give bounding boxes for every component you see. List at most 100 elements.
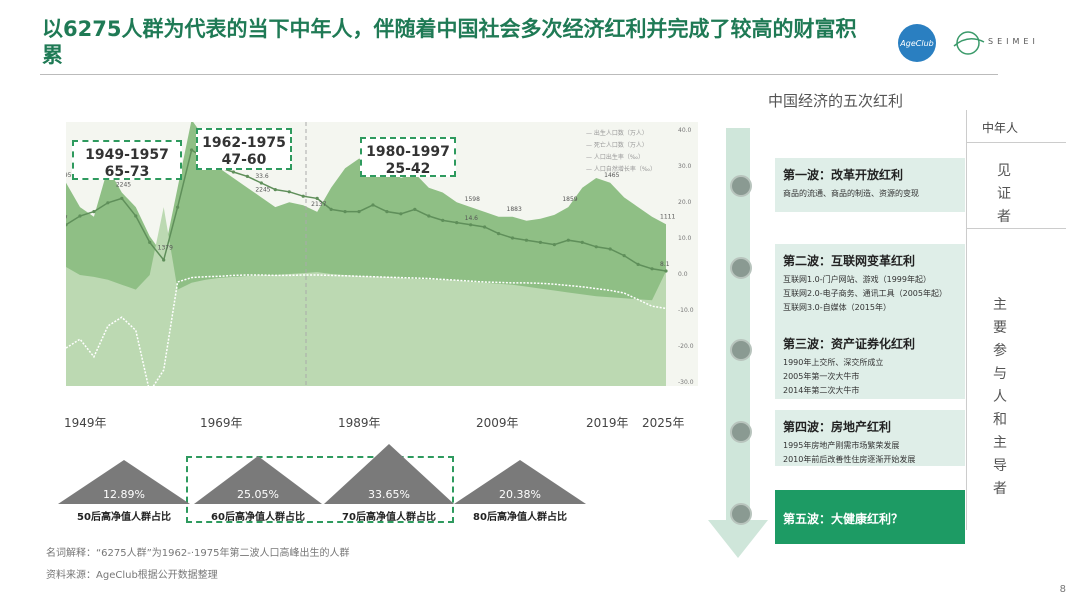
- birth-rate-point: [329, 207, 333, 211]
- era-box: 1980-1997 25-42: [360, 137, 456, 177]
- right-axis-tick: 0.0: [678, 271, 688, 278]
- birth-rate-point: [650, 267, 654, 271]
- era-box: 1949-1957 65-73: [72, 140, 182, 180]
- birth-data-label: 1598: [465, 196, 480, 203]
- header-divider: [40, 74, 998, 75]
- pyramid-icon: [58, 460, 190, 504]
- birth-rate-point: [162, 258, 166, 262]
- timeline-dot: [730, 257, 752, 279]
- birth-rate-point: [664, 269, 668, 273]
- era-range: 1949-1957: [85, 147, 169, 163]
- dividend-title: 第四波：房地产红利: [783, 420, 892, 434]
- birth-data-label: 2137: [311, 201, 326, 208]
- seimei-text: SEIMEI: [988, 37, 1039, 46]
- x-axis-tick: 1969年: [200, 416, 243, 430]
- era-box: 1962-1975 47-60: [196, 128, 292, 170]
- birth-rate-point: [231, 170, 236, 174]
- timeline-dot: [730, 339, 752, 361]
- rate-data-label: 37: [66, 215, 68, 222]
- rate-data-label: 8.1: [660, 261, 670, 268]
- birth-rate-point: [78, 214, 82, 218]
- wealth-share-label: 50后高净值人群占比: [77, 512, 171, 523]
- dividend-card: 第一波：改革开放红利商品的流通、商品的制造、资源的变现: [775, 158, 965, 212]
- dividend-detail: 2005年第一次大牛市: [783, 372, 860, 381]
- birth-rate-point: [134, 214, 138, 218]
- dividend-title: 第一波：改革开放红利: [783, 168, 904, 182]
- birth-rate-point: [566, 238, 570, 242]
- dividend-detail: 1990年上交所、深交所成立: [783, 358, 884, 367]
- wealth-share-item: 33.65% 70后高净值人群占比: [324, 444, 454, 524]
- pyramid-icon: [324, 444, 454, 504]
- birth-data-label: 1950: [66, 172, 75, 179]
- wealth-share-item: 12.89% 50后高净值人群占比: [58, 460, 190, 524]
- birth-rate-point: [483, 225, 487, 229]
- dividend-detail: 商品的流通、商品的制造、资源的变现: [783, 189, 919, 198]
- birth-rate-point: [245, 174, 249, 178]
- rate-data-label: 14.6: [465, 215, 479, 222]
- x-axis-tick: 1989年: [338, 416, 381, 430]
- birth-rate-point: [441, 218, 445, 222]
- dividend-detail: 2014年第二次大牛市: [783, 386, 860, 395]
- dividend-card: 第三波：资产证券化红利 1990年上交所、深交所成立 2005年第一次大牛市 2014…: [775, 327, 965, 399]
- dividend-title: 第五波：大健康红利？: [783, 512, 904, 526]
- wealth-share-label: 60后高净值人群占比: [211, 512, 305, 523]
- birth-data-label: 2245: [255, 186, 270, 193]
- header-row-line: [966, 142, 1066, 143]
- birth-rate-point: [469, 223, 473, 227]
- birth-rate-point: [92, 210, 96, 214]
- x-axis-tick: 1949年: [64, 416, 107, 430]
- dividend-card: 第四波：房地产红利 1995年房地产刚需市场繁荣发展 2010年前后改善性住房逐渐开…: [775, 410, 965, 466]
- birth-rate-point: [148, 240, 152, 244]
- wealth-share-pct: 33.65%: [368, 488, 410, 501]
- dividend-detail: 互联网2.0-电子商务、通讯工具（2005年起）: [783, 289, 947, 298]
- birth-rate-point: [413, 207, 417, 211]
- x-axis-tick: 2009年: [476, 416, 519, 430]
- birth-data-label: 1379: [158, 245, 173, 252]
- page-title: 以6275人群为代表的当下中年人，伴随着中国社会多次经济红利并完成了较高的财富积…: [42, 17, 857, 67]
- middle-aged-header: 中年人: [982, 121, 1019, 135]
- dividend-detail: 互联网1.0-门户网站、游戏（1999年起）: [783, 275, 931, 284]
- birth-rate-point: [524, 238, 529, 242]
- birth-rate-point: [120, 196, 124, 200]
- participant-label: 主要参与人和主导者: [993, 297, 1007, 497]
- birth-rate-point: [385, 210, 389, 214]
- wealth-share-item: 25.05% 60后高净值人群占比: [194, 456, 322, 524]
- birth-data-label: 1111: [660, 213, 675, 220]
- legend-entry: — 人口自然增长率（‰）: [586, 166, 656, 173]
- birth-rate-point: [608, 247, 612, 251]
- birth-rate-point: [552, 243, 556, 247]
- timeline-dot: [730, 175, 752, 197]
- x-axis-tick: 2025年: [642, 416, 685, 430]
- legend-entry: — 出生人口数（万人）: [586, 130, 648, 137]
- right-axis-tick: 30.0: [678, 163, 692, 170]
- dividend-detail: 互联网3.0-自媒体（2015年）: [783, 303, 891, 312]
- right-axis-tick: 10.0: [678, 235, 692, 242]
- era-range: 1962-1975: [202, 135, 286, 151]
- pyramid-icon: [194, 456, 322, 504]
- birth-rate-point: [176, 205, 180, 209]
- legend-entry: — 死亡人口数（万人）: [586, 142, 648, 149]
- birth-rate-point: [622, 254, 626, 258]
- era-value: 25-42: [385, 161, 431, 177]
- birth-rate-point: [371, 203, 375, 207]
- birth-rate-point: [287, 190, 291, 194]
- dividend-title: 第二波：互联网变革红利: [783, 254, 916, 268]
- birth-rate-point: [259, 181, 263, 185]
- timeline-dot: [730, 421, 752, 443]
- source-note: 资料来源：AgeClub根据公开数据整理: [46, 570, 218, 581]
- wealth-share-label: 80后高净值人群占比: [473, 512, 567, 523]
- dividend-detail: 1995年房地产刚需市场繁荣发展: [783, 441, 900, 450]
- right-axis-tick: -20.0: [678, 343, 694, 350]
- birth-rate-point: [357, 210, 361, 214]
- birth-rate-point: [636, 262, 640, 266]
- dividend-title: 第三波：资产证券化红利: [783, 337, 916, 351]
- seimei-mark-icon: [953, 31, 985, 55]
- birth-rate-point: [343, 210, 347, 214]
- dividend-detail: 2010年前后改善性住房逐渐开始发展: [783, 455, 916, 464]
- era-value: 47-60: [221, 152, 267, 168]
- dividends-title: 中国经济的五次红利: [768, 92, 904, 110]
- witness-label: 见证者: [997, 163, 1011, 225]
- legend-entry: — 人口出生率（‰）: [586, 154, 644, 161]
- wealth-share-pct: 25.05%: [237, 488, 279, 501]
- right-axis-tick: 20.0: [678, 199, 692, 206]
